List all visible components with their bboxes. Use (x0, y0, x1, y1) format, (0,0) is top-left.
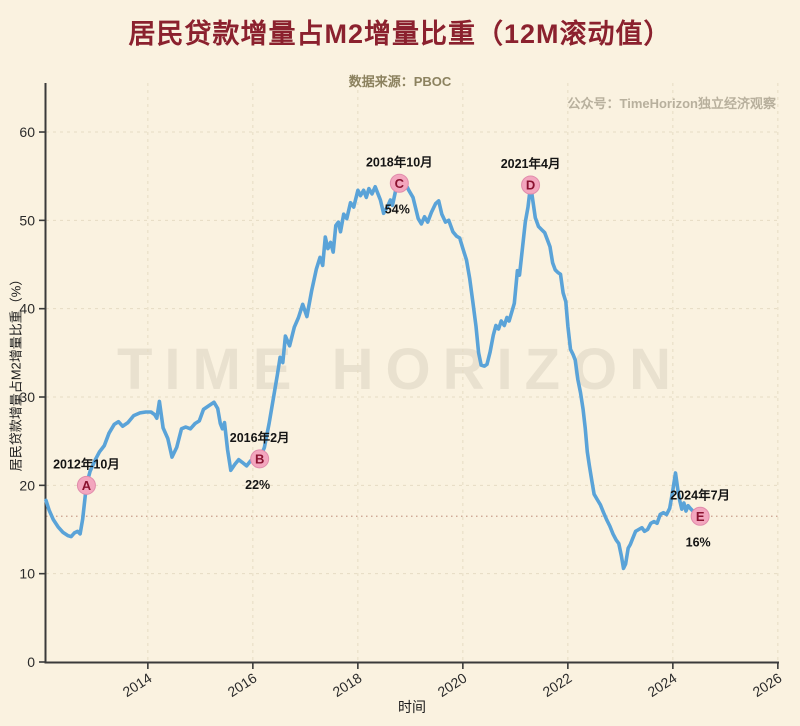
annotation-e: 2024年7月 E 16% (670, 487, 730, 549)
y-axis-title: 居民贷款增量占M2增量比重（%） (8, 272, 24, 472)
annotation-date-label: 2012年10月 (53, 456, 120, 471)
svg-text:2018: 2018 (330, 670, 365, 700)
x-tick-labels: 2014 2016 2018 2020 2022 2024 2026 (120, 670, 785, 700)
annotation-value-label: 16% (686, 535, 711, 549)
svg-text:2016: 2016 (225, 670, 260, 700)
svg-text:20: 20 (19, 477, 35, 493)
svg-text:10: 10 (19, 566, 35, 582)
annotation-letter: D (526, 178, 535, 193)
svg-text:0: 0 (27, 654, 35, 670)
axis-ticks (39, 131, 779, 669)
axes-spines (44, 83, 779, 664)
annotation-marker (389, 173, 409, 193)
annotation-date-label: 2018年10月 (366, 154, 433, 169)
annotation-marker (521, 175, 541, 195)
annotation-marker (76, 475, 96, 495)
svg-text:40: 40 (19, 301, 35, 317)
x-axis-title: 时间 (398, 699, 426, 715)
svg-text:50: 50 (19, 212, 35, 228)
annotation-date-label: 2016年2月 (230, 430, 290, 445)
annotation-marker (690, 506, 710, 526)
wechat-account-label: 公众号：TimeHorizon独立经济观察 (567, 96, 777, 111)
horizontal-gridlines (46, 131, 778, 575)
annotation-value-label: 54% (385, 202, 410, 216)
vertical-gridlines (147, 83, 779, 662)
annotation-d: 2021年4月 D (501, 156, 561, 195)
annotation-letter: B (255, 451, 264, 466)
annotation-marker (250, 449, 270, 469)
svg-text:30: 30 (19, 389, 35, 405)
annotation-a: 2012年10月 A (53, 456, 120, 495)
annotation-letter: C (395, 176, 405, 191)
annotation-b: 2016年2月 B 22% (230, 430, 290, 492)
annotation-letter: E (696, 509, 705, 524)
annotation-date-label: 2021年4月 (501, 156, 561, 171)
y-tick-labels: 0 10 20 30 40 50 60 (19, 124, 35, 670)
svg-text:2020: 2020 (435, 670, 470, 700)
series-line (44, 178, 702, 571)
data-source-label: 数据来源：PBOC (348, 74, 452, 89)
svg-text:2024: 2024 (645, 670, 680, 700)
svg-text:2022: 2022 (540, 670, 575, 700)
chart-title: 居民贷款增量占M2增量比重（12M滚动值） (128, 19, 672, 49)
svg-text:60: 60 (19, 124, 35, 140)
annotation-letter: A (82, 478, 92, 493)
svg-text:2026: 2026 (750, 670, 785, 700)
annotation-date-label: 2024年7月 (670, 487, 730, 502)
annotation-c: 2018年10月 C 54% (366, 154, 433, 216)
annotation-value-label: 22% (245, 478, 270, 492)
svg-text:2014: 2014 (120, 670, 155, 700)
